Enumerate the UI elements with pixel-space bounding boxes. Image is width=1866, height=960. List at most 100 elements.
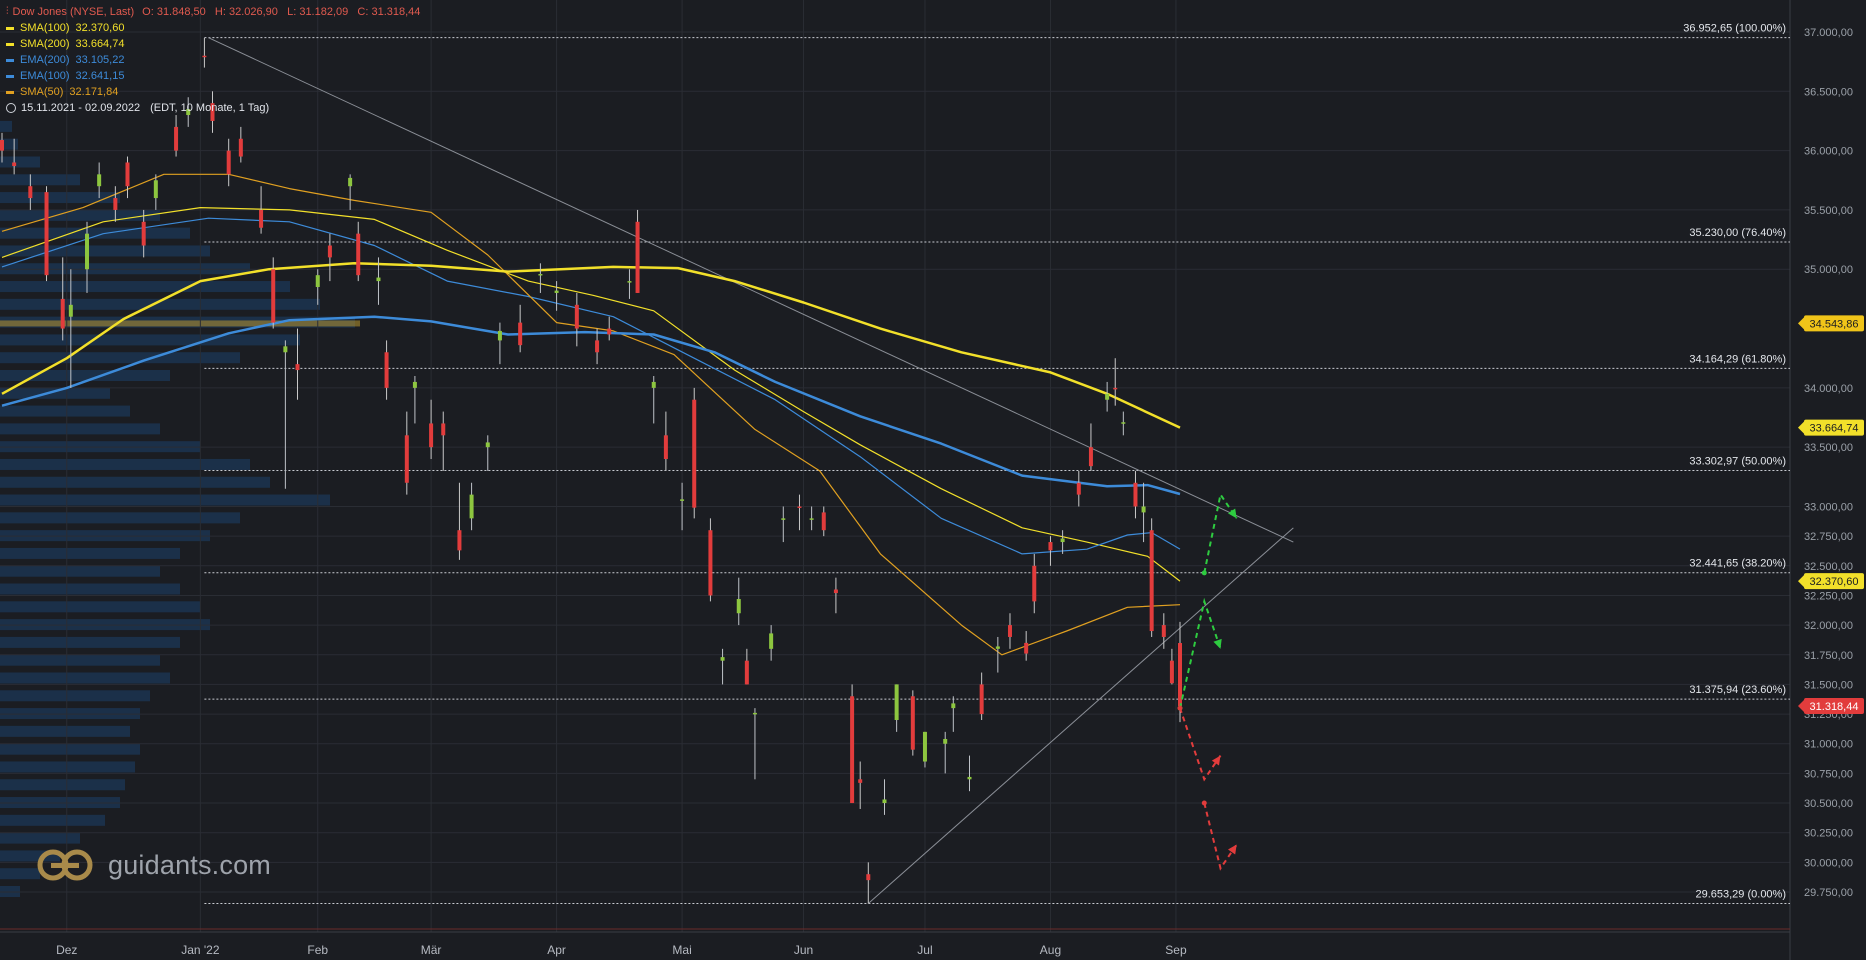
candle-body[interactable]: [1121, 422, 1126, 424]
candle-body[interactable]: [153, 180, 158, 199]
candle-body[interactable]: [283, 346, 288, 353]
candle-body[interactable]: [744, 660, 749, 685]
candle-body[interactable]: [781, 518, 786, 520]
candle-body[interactable]: [441, 423, 446, 436]
candle-body[interactable]: [821, 512, 826, 531]
candle-body[interactable]: [60, 298, 65, 329]
candle-body[interactable]: [651, 381, 656, 388]
candle-body[interactable]: [497, 330, 502, 341]
candle-body[interactable]: [186, 109, 191, 116]
candle-body[interactable]: [97, 174, 102, 187]
candle-body[interactable]: [627, 281, 632, 283]
candle-body[interactable]: [1161, 625, 1166, 637]
candle-body[interactable]: [708, 530, 713, 596]
candle-body[interactable]: [554, 290, 559, 293]
candle-body[interactable]: [595, 340, 600, 353]
candle-body[interactable]: [663, 435, 668, 460]
candle-body[interactable]: [882, 799, 887, 804]
candle-body[interactable]: [1060, 538, 1065, 543]
candle-body[interactable]: [635, 221, 640, 293]
legend-indicator[interactable]: SMA(50) 32.171,84: [6, 84, 420, 100]
candle-body[interactable]: [1133, 482, 1138, 507]
candle-body[interactable]: [174, 126, 179, 151]
series-line-sma100[interactable]: [1, 207, 1181, 582]
candle-body[interactable]: [720, 657, 725, 661]
candle-body[interactable]: [376, 277, 381, 282]
candle-body[interactable]: [692, 399, 697, 508]
candle-body[interactable]: [769, 633, 774, 649]
candle-body[interactable]: [238, 138, 243, 157]
candle-body[interactable]: [752, 712, 757, 715]
candle-body[interactable]: [967, 776, 972, 780]
volume-profile-bar: [0, 334, 300, 346]
candle-body[interactable]: [850, 696, 855, 804]
candle-body[interactable]: [518, 322, 523, 346]
candle-body[interactable]: [1088, 447, 1093, 467]
candle-body[interactable]: [412, 381, 417, 388]
candle-body[interactable]: [894, 684, 899, 720]
candle-body[interactable]: [858, 779, 863, 783]
candle-body[interactable]: [1178, 643, 1182, 707]
candle-body[interactable]: [125, 162, 130, 187]
candle-body[interactable]: [356, 233, 361, 276]
candle-body[interactable]: [910, 696, 915, 750]
candle-body[interactable]: [28, 186, 33, 199]
candle-body[interactable]: [271, 269, 276, 323]
series-line-ema200[interactable]: [1, 315, 1181, 496]
candle-body[interactable]: [833, 589, 838, 594]
candle-body[interactable]: [736, 599, 741, 614]
candle-body[interactable]: [538, 273, 543, 276]
candle-body[interactable]: [469, 494, 474, 519]
candle-body[interactable]: [202, 55, 207, 58]
candle-body[interactable]: [943, 738, 948, 744]
candle-body[interactable]: [457, 530, 462, 551]
candle-body[interactable]: [12, 162, 17, 167]
candle-body[interactable]: [0, 139, 4, 151]
candle-body[interactable]: [1141, 506, 1146, 513]
candle-body[interactable]: [1007, 625, 1012, 637]
candle-body[interactable]: [1076, 482, 1081, 495]
candle-body[interactable]: [44, 192, 49, 276]
candle-body[interactable]: [113, 198, 118, 210]
candle-body[interactable]: [979, 684, 984, 715]
candle-body[interactable]: [210, 103, 215, 121]
candle-body[interactable]: [315, 275, 320, 288]
candle-body[interactable]: [1113, 387, 1118, 390]
candle-body[interactable]: [141, 221, 146, 246]
candle-body[interactable]: [384, 352, 389, 388]
candle-body[interactable]: [1105, 393, 1110, 400]
candle-body[interactable]: [680, 499, 685, 501]
candle-body[interactable]: [68, 304, 73, 317]
candle-body[interactable]: [995, 646, 1000, 649]
candle-body[interactable]: [1149, 530, 1154, 632]
candle-body[interactable]: [1048, 542, 1053, 551]
candle-body[interactable]: [485, 442, 490, 448]
y-tick-label: 33.000,00: [1804, 501, 1853, 513]
volume-profile-bar: [0, 565, 160, 577]
legend-indicator[interactable]: EMA(100) 32.641,15: [6, 68, 420, 84]
candle-body[interactable]: [259, 209, 264, 228]
legend-indicator[interactable]: EMA(200) 33.105,22: [6, 52, 420, 68]
legend-indicator[interactable]: SMA(100) 32.370,60: [6, 20, 420, 36]
candle-body[interactable]: [951, 703, 956, 709]
volume-profile-bar: [0, 387, 110, 399]
candle-body[interactable]: [574, 304, 579, 329]
series-line-sma200[interactable]: [1, 262, 1181, 429]
candle-body[interactable]: [429, 423, 434, 448]
candle-body[interactable]: [1169, 660, 1174, 684]
candle-body[interactable]: [607, 328, 612, 335]
candle-body[interactable]: [226, 150, 231, 175]
candle-body[interactable]: [295, 364, 300, 371]
candle-body[interactable]: [922, 731, 927, 762]
candle-body[interactable]: [327, 245, 332, 258]
candle-body[interactable]: [404, 435, 409, 483]
candle-body[interactable]: [1032, 565, 1037, 602]
candle-body[interactable]: [866, 874, 871, 881]
candle-body[interactable]: [348, 177, 353, 187]
candle-body[interactable]: [797, 506, 802, 508]
candle-body[interactable]: [1024, 642, 1029, 654]
candle-body[interactable]: [85, 233, 90, 270]
legend-indicator[interactable]: SMA(200) 33.664,74: [6, 36, 420, 52]
candle-body[interactable]: [809, 518, 814, 520]
